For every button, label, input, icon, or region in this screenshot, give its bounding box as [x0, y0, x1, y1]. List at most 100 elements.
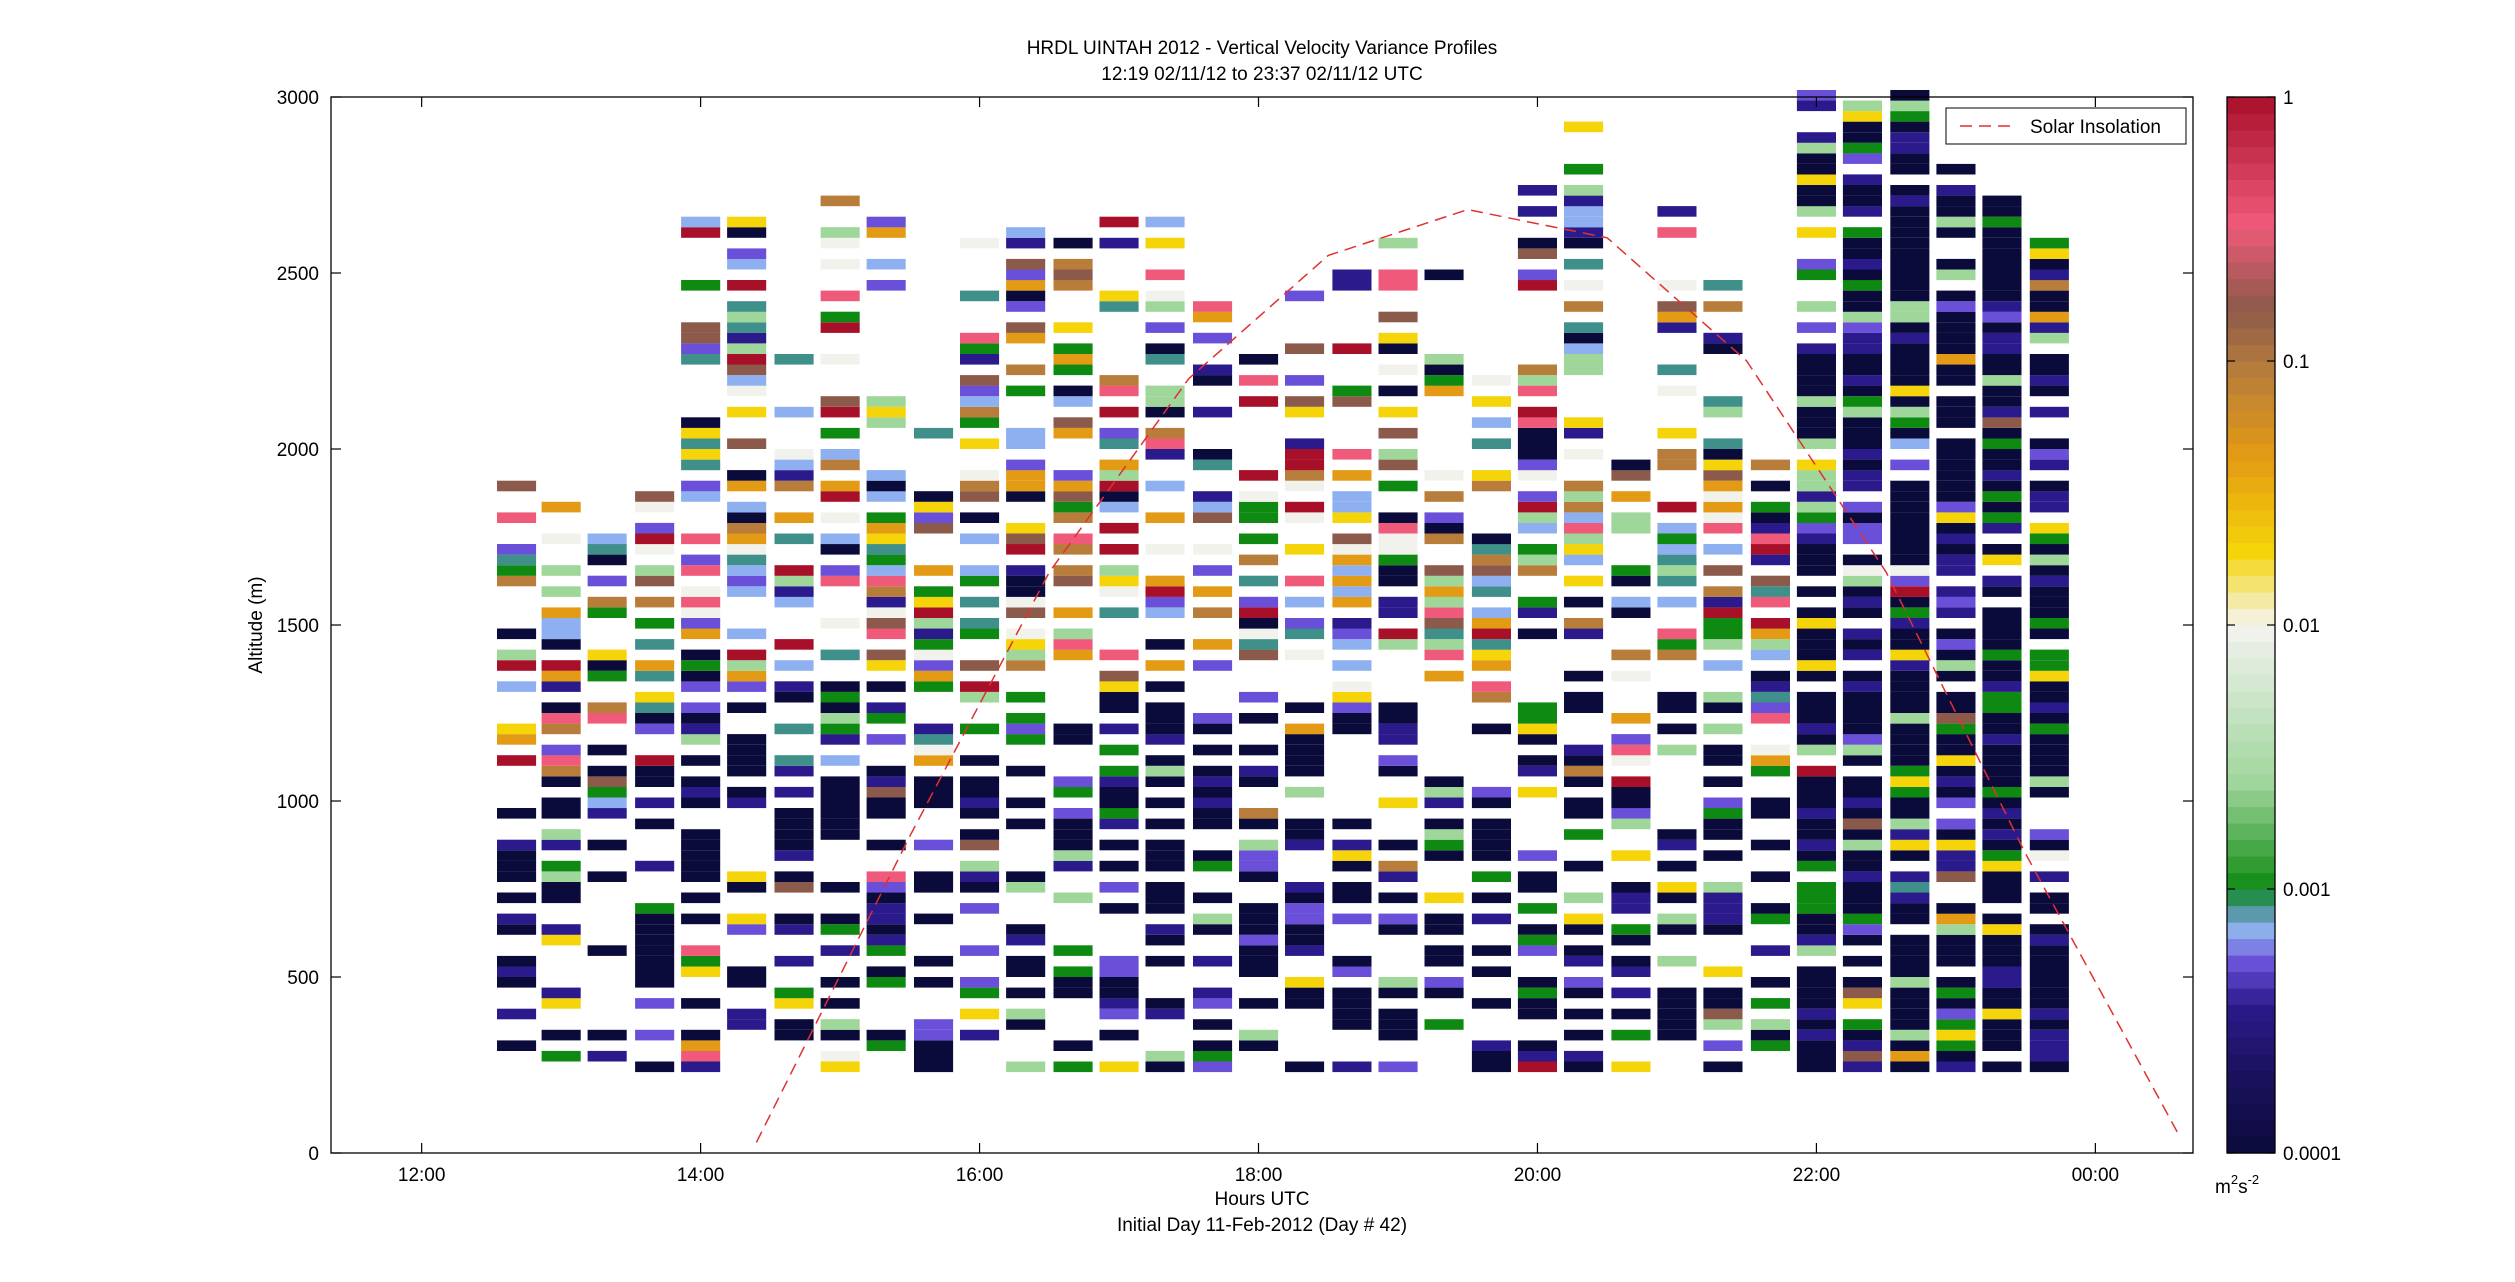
- variance-cell: [914, 681, 954, 692]
- variance-cell: [1564, 332, 1604, 344]
- variance-cell: [635, 1061, 675, 1073]
- variance-cell: [1703, 586, 1743, 597]
- variance-cell: [1890, 163, 1930, 175]
- x-tick-label: 00:00: [2072, 1165, 2120, 1186]
- variance-cell: [681, 713, 721, 724]
- variance-cell: [774, 786, 814, 798]
- variance-cell: [497, 575, 537, 587]
- variance-cell: [1006, 290, 1046, 302]
- variance-cell: [866, 871, 906, 882]
- variance-cell: [1703, 544, 1743, 555]
- variance-cell: [1703, 755, 1743, 766]
- variance-cell: [1099, 882, 1139, 893]
- variance-cell: [1145, 322, 1185, 333]
- variance-cell: [1332, 818, 1372, 830]
- variance-cell: [1982, 934, 2022, 946]
- variance-cell: [1053, 966, 1093, 977]
- colorbar-band: [2227, 394, 2275, 412]
- colorbar-band: [2227, 113, 2275, 131]
- variance-cell: [914, 512, 954, 523]
- variance-cell: [541, 533, 581, 545]
- variance-cell: [1332, 913, 1372, 925]
- variance-cell: [1796, 734, 1836, 745]
- variance-cell: [1053, 427, 1093, 439]
- variance-cell: [497, 554, 537, 566]
- variance-cell: [587, 575, 627, 587]
- variance-cell: [1239, 924, 1279, 935]
- variance-cell: [1796, 522, 1836, 534]
- y-tick-label: 2500: [277, 264, 319, 285]
- variance-cell: [635, 934, 675, 946]
- variance-cell: [914, 522, 954, 534]
- variance-cell: [960, 480, 1000, 492]
- variance-cell: [1006, 723, 1046, 735]
- variance-cell: [1193, 924, 1233, 935]
- variance-cell: [1890, 533, 1930, 545]
- variance-cell: [2029, 1019, 2069, 1030]
- variance-cell: [1145, 438, 1185, 449]
- variance-cell: [1285, 375, 1325, 386]
- variance-cell: [1796, 744, 1836, 756]
- variance-cell: [914, 1050, 954, 1062]
- variance-cell: [587, 596, 627, 608]
- variance-cell: [2029, 945, 2069, 956]
- variance-cell: [1053, 734, 1093, 745]
- variance-cell: [1890, 586, 1930, 597]
- variance-cell: [1006, 480, 1046, 492]
- variance-cell: [681, 332, 721, 344]
- variance-cell: [1517, 1008, 1557, 1020]
- variance-cell: [1842, 417, 1882, 428]
- variance-cell: [1982, 987, 2022, 999]
- variance-cell: [1657, 860, 1697, 872]
- variance-cell: [727, 544, 767, 555]
- variance-cell: [587, 1050, 627, 1062]
- variance-cell: [1239, 649, 1279, 661]
- variance-cell: [1239, 396, 1279, 407]
- variance-cell: [1890, 797, 1930, 809]
- variance-cell: [1378, 364, 1418, 376]
- variance-cell: [1703, 470, 1743, 481]
- variance-cell: [1982, 311, 2022, 323]
- variance-cell: [1193, 955, 1233, 967]
- variance-cell: [1796, 776, 1836, 787]
- variance-cell: [914, 723, 954, 735]
- variance-cell: [1053, 892, 1093, 904]
- variance-cell: [1239, 354, 1279, 365]
- variance-cell: [2029, 1061, 2069, 1073]
- variance-cell: [1982, 860, 2022, 872]
- variance-cell: [914, 618, 954, 629]
- variance-cell: [1611, 1008, 1651, 1020]
- variance-cell: [960, 808, 1000, 819]
- variance-cell: [1936, 744, 1976, 756]
- variance-cell: [1471, 607, 1511, 618]
- variance-cell: [497, 1008, 537, 1020]
- variance-cell: [1517, 269, 1557, 281]
- variance-cell: [774, 765, 814, 777]
- variance-cell: [1796, 258, 1836, 270]
- variance-cell: [497, 871, 537, 882]
- variance-cell: [497, 924, 537, 935]
- variance-cell: [1657, 575, 1697, 587]
- variance-cell: [1006, 628, 1046, 640]
- variance-cell: [1006, 871, 1046, 882]
- variance-cell: [820, 882, 860, 893]
- variance-cell: [774, 354, 814, 365]
- variance-cell: [1657, 1029, 1697, 1041]
- variance-cell: [960, 829, 1000, 840]
- variance-cell: [1842, 248, 1882, 259]
- variance-cell: [635, 723, 675, 735]
- variance-cell: [866, 892, 906, 904]
- variance-cell: [1982, 290, 2022, 302]
- variance-cell: [820, 311, 860, 323]
- variance-cell: [960, 375, 1000, 386]
- variance-cell: [1842, 1061, 1882, 1073]
- variance-cell: [1936, 860, 1976, 872]
- colorbar-band: [2227, 757, 2275, 775]
- variance-cell: [1378, 332, 1418, 344]
- variance-cell: [1378, 596, 1418, 608]
- variance-cell: [681, 702, 721, 713]
- variance-cell: [1099, 480, 1139, 492]
- variance-cell: [1890, 998, 1930, 1009]
- variance-cell: [1378, 237, 1418, 249]
- variance-cell: [1936, 501, 1976, 513]
